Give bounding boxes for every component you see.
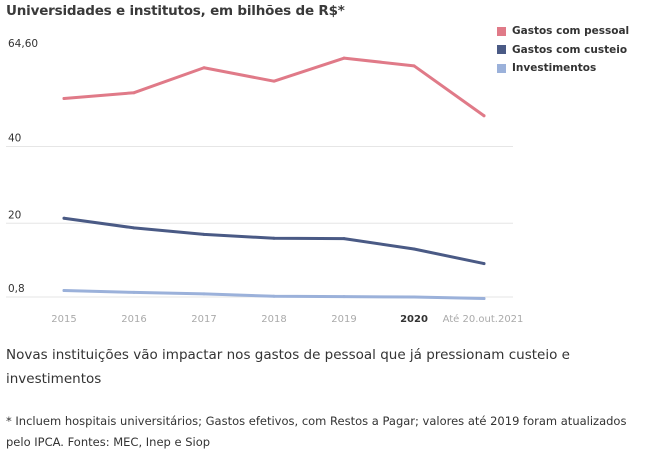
line-chart: 64,60 40 20 0,8 2015 2016 2017 2018 2019 2020 Até … [6, 38, 524, 325]
data-point [132, 91, 136, 95]
x-tick-label: 2020 [400, 314, 428, 325]
legend-label-custeio: Gastos com custeio [512, 43, 628, 56]
legend-swatch-investimentos [497, 63, 506, 73]
legend-item-custeio: Gastos com custeio [497, 41, 629, 60]
legend-label-pessoal: Gastos com pessoal [512, 25, 630, 38]
data-point [62, 288, 66, 292]
data-point [482, 297, 486, 301]
x-tick-label: 2017 [191, 314, 216, 325]
data-point [202, 66, 206, 70]
data-point [62, 216, 66, 220]
y-tick-label: 40 [8, 132, 21, 144]
legend-item-pessoal: Gastos com pessoal [497, 22, 629, 41]
data-point [412, 64, 416, 68]
legend-swatch-custeio [497, 45, 506, 55]
legend-item-investimentos: Investimentos [497, 59, 629, 78]
x-tick-label: 2015 [51, 314, 76, 325]
chart-footnote: * Incluem hospitais universitários; Gast… [6, 414, 627, 449]
y-tick-label: 20 [8, 209, 21, 221]
data-point [132, 290, 136, 294]
x-tick-label: 2018 [261, 314, 286, 325]
x-tick-label: 2019 [331, 314, 356, 325]
data-point [412, 247, 416, 251]
data-point [482, 114, 486, 118]
data-point [482, 262, 486, 266]
data-point [342, 56, 346, 60]
x-tick-label: Até 20.out.2021 [443, 313, 524, 325]
series-line-1 [62, 216, 486, 266]
data-point [132, 226, 136, 230]
chart-legend: Gastos com pessoal Gastos com custeio In… [497, 22, 629, 78]
data-point [342, 295, 346, 299]
data-point [342, 237, 346, 241]
chart-title: Universidades e institutos, em bilhões d… [6, 3, 345, 19]
data-point [202, 292, 206, 296]
y-tick-label: 0,8 [8, 283, 25, 295]
data-point [272, 294, 276, 298]
data-point [272, 79, 276, 83]
data-point [202, 232, 206, 236]
data-point [62, 96, 66, 100]
chart-caption: Novas instituições vão impactar nos gast… [6, 347, 570, 387]
legend-swatch-pessoal [497, 26, 506, 36]
x-tick-label: 2016 [121, 314, 146, 325]
data-point [412, 295, 416, 299]
data-point [272, 236, 276, 240]
y-tick-label: 64,60 [8, 38, 38, 50]
series-line-0 [62, 56, 486, 118]
legend-label-investimentos: Investimentos [512, 62, 597, 75]
